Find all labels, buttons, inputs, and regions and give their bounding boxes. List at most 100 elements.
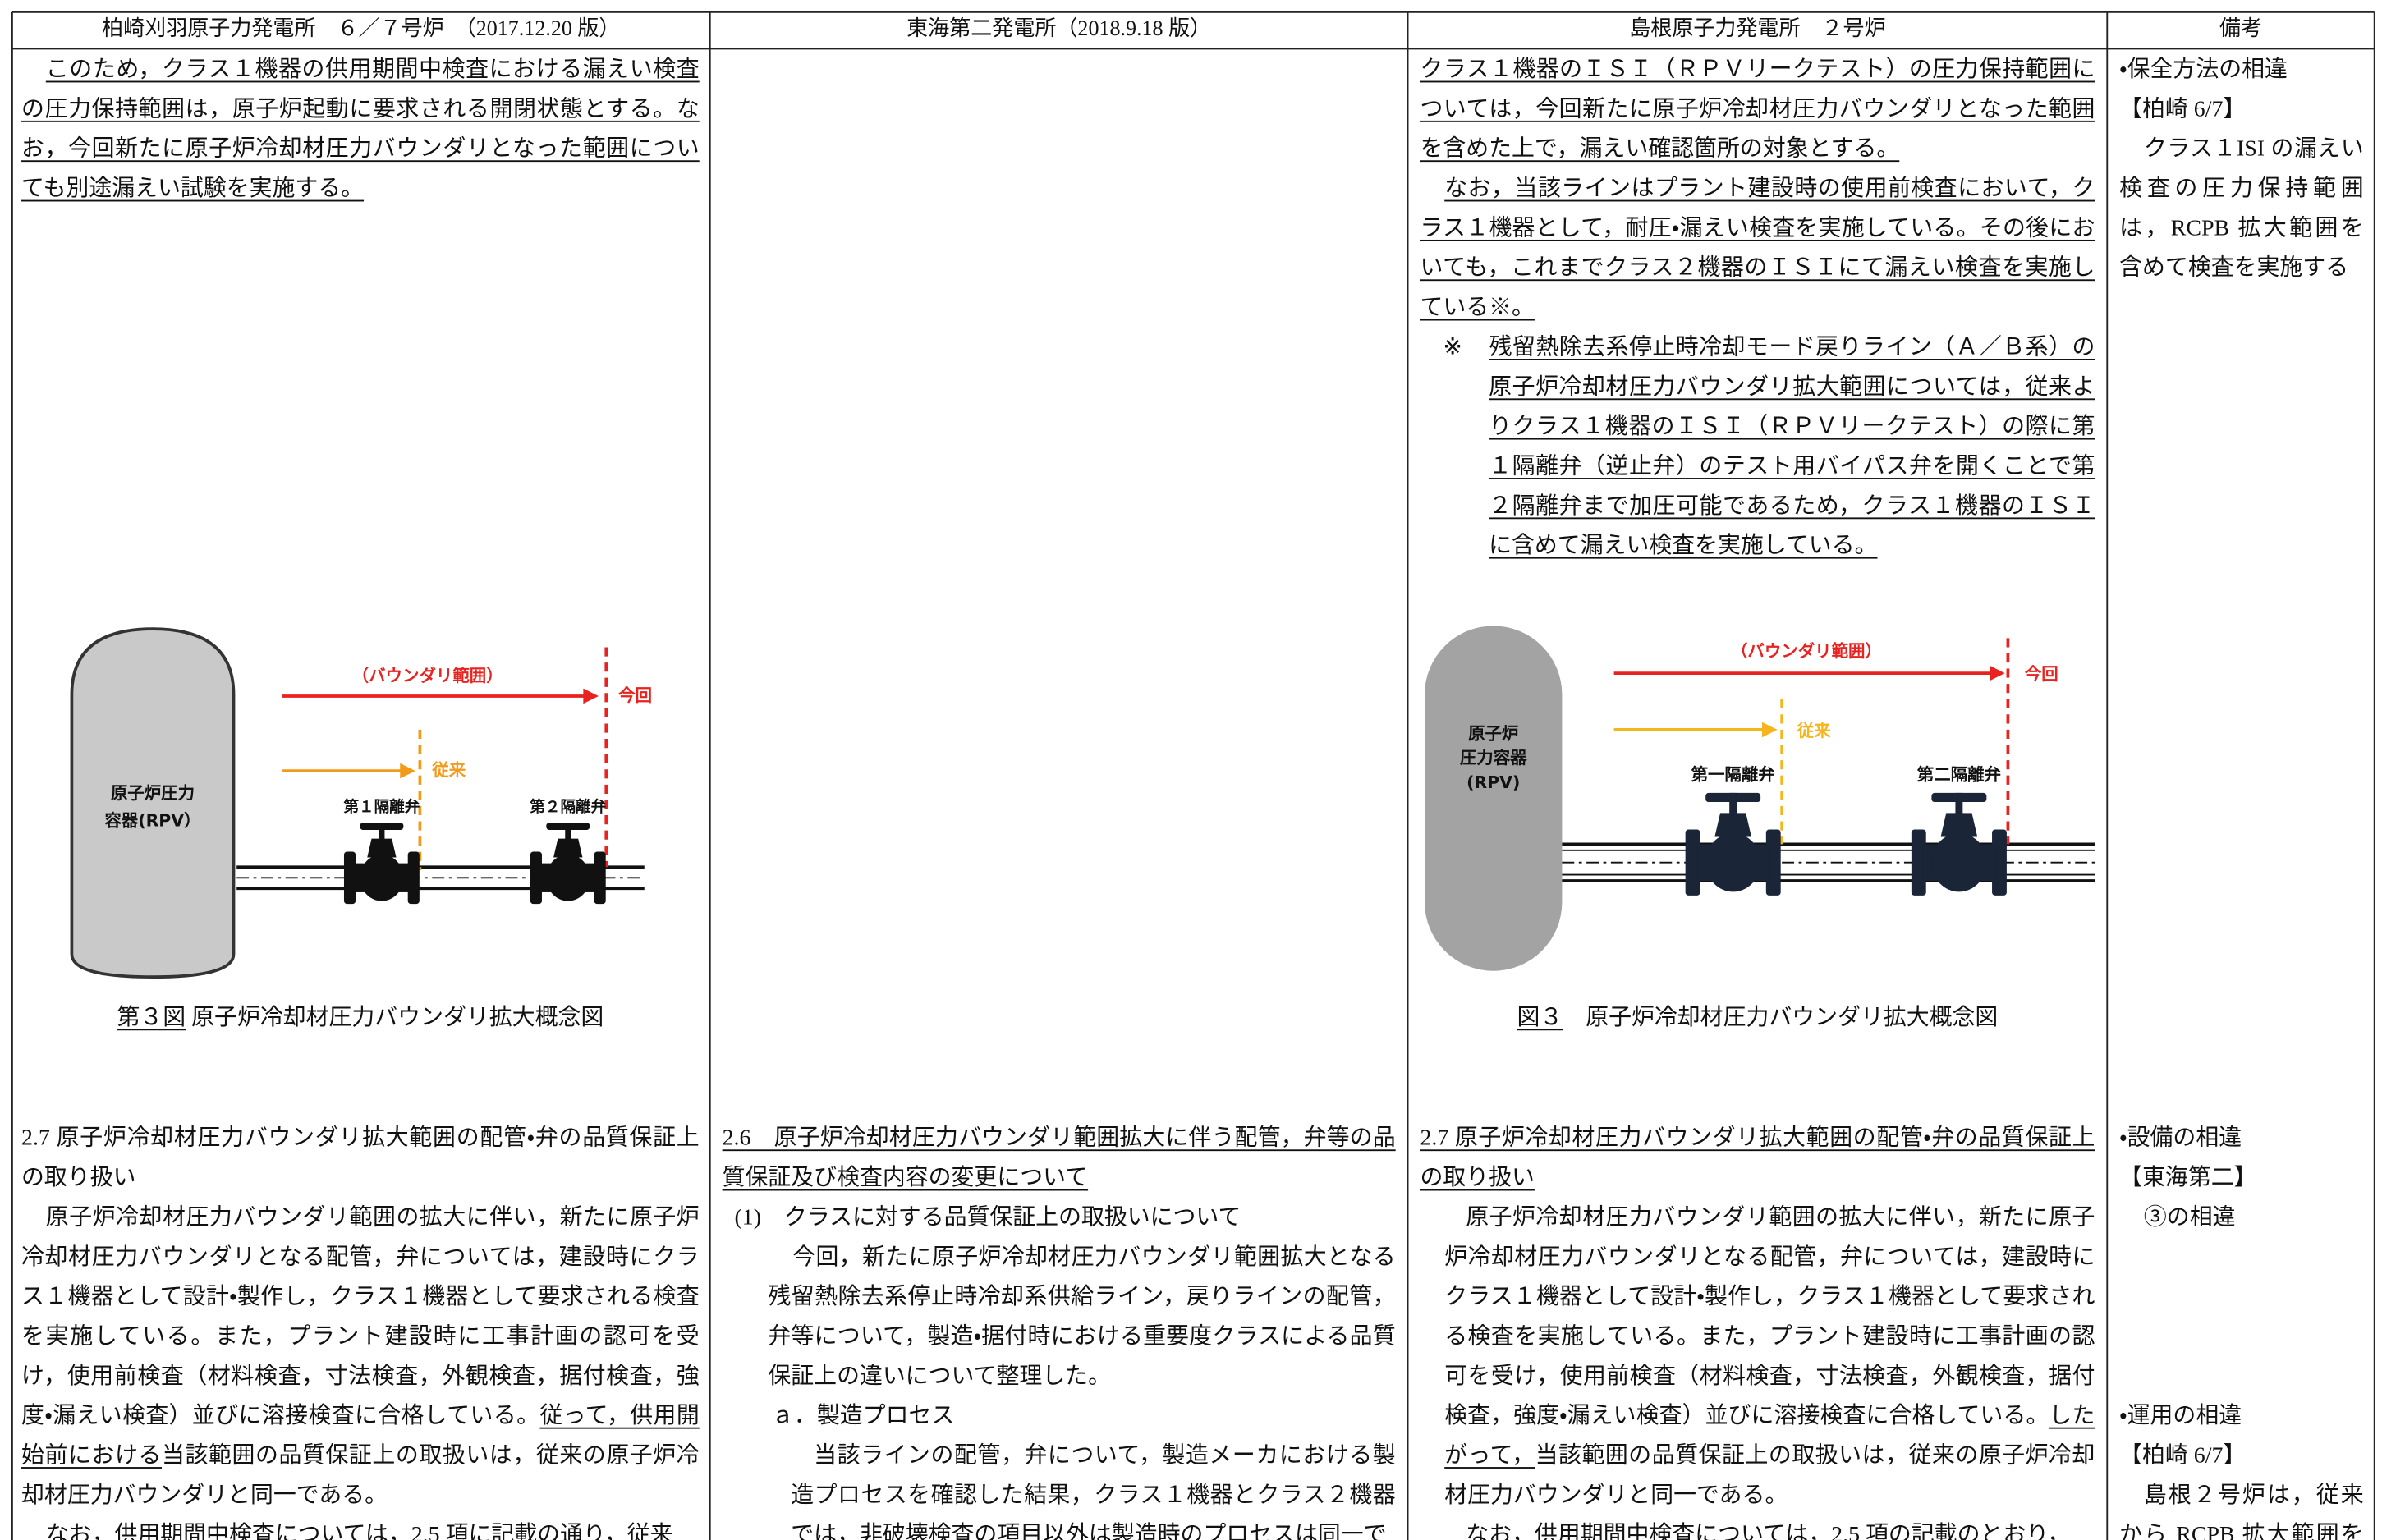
paragraph: 【柏崎 6/7】 [2119, 90, 2364, 130]
valve-bonnet [1940, 813, 1978, 837]
arrow-head [583, 688, 599, 704]
valve-bonnet [553, 838, 583, 858]
note-mark: ※ [1443, 336, 1462, 360]
underlined-text: したがって， [1444, 1404, 2095, 1469]
vessel-label: 容器(RPV） [104, 810, 200, 830]
cell-block: クラス１機器のＩＳＩ（ＲＰＶリークテスト）の圧力保持範囲については，今回新たに原… [1420, 50, 2095, 566]
text: 【柏崎 6/7】 [2119, 98, 2247, 122]
text: 原子炉冷却材圧力バウンダリ範囲の拡大に伴い，新たに原子炉冷却材圧力バウンダリとな… [21, 1206, 700, 1429]
paragraph: ・保全方法の相違 [2119, 50, 2364, 89]
vessel-label: 原子炉圧力 [111, 783, 195, 803]
text: 島根２号炉は，従来から RCPB 拡大範囲をクラ [2119, 1483, 2364, 1540]
paragraph: 2.6 原子炉冷却材圧力バウンダリ範囲拡大に伴う配管，弁等の品質保証及び検査内容… [723, 1119, 1396, 1199]
valve-label: 第二隔離弁 [1917, 765, 2001, 785]
underlined-text: 従って，供用開始前における [21, 1404, 700, 1469]
underlined-text: 2.6 原子炉冷却材圧力バウンダリ範囲拡大に伴う配管，弁等の品質保証及び検査内容… [722, 1126, 1396, 1191]
text: 原子炉冷却材圧力バウンダリ範囲の拡大に伴い，新たに原子炉冷却材圧力バウンダリとな… [1444, 1206, 2095, 1429]
cell-block: 2.6 原子炉冷却材圧力バウンダリ範囲拡大に伴う配管，弁等の品質保証及び検査内容… [723, 1119, 1396, 1540]
vessel-label: 原子炉 [1468, 723, 1518, 743]
paragraph: 当該ラインの配管，弁について，製造メーカにおける製造プロセスを確認した結果，クラ… [723, 1437, 1396, 1540]
text: ・運用の相違 [2119, 1404, 2242, 1429]
paragraph: クラス１機器のＩＳＩ（ＲＰＶリークテスト）の圧力保持範囲については，今回新たに原… [1420, 50, 2095, 169]
paragraph: 今回，新たに原子炉冷却材圧力バウンダリ範囲拡大となる残留熱除去系停止時冷却系供給… [723, 1238, 1396, 1396]
paragraph: 【柏崎 6/7】 [2119, 1437, 2364, 1476]
current-label: 今回 [618, 685, 652, 705]
text: 原子炉冷却材圧力バウンダリ拡大概念図 [1563, 1006, 1999, 1031]
text: ・保全方法の相違 [2119, 57, 2288, 83]
paragraph: 原子炉冷却材圧力バウンダリ範囲の拡大に伴い，新たに原子炉冷却材圧力バウンダリとな… [21, 1199, 700, 1516]
paragraph: ③の相違 [2119, 1199, 2364, 1238]
valve-label: 第２隔離弁 [530, 798, 606, 816]
text: 当該範囲の品質保証上の取扱いは，従来の原子炉冷却材圧力バウンダリと同一である。 [1444, 1444, 2095, 1509]
underlined-text: 通り [560, 1523, 604, 1540]
text: 【東海第二】 [2119, 1166, 2257, 1191]
valve-bonnet [367, 838, 397, 858]
paragraph: 【東海第二】 [2119, 1158, 2364, 1198]
text: 2.7 原子炉冷却材圧力バウンダリ拡大範囲の配管・弁の品質保証上の取り扱い [21, 1126, 700, 1191]
previous-label: 従来 [1797, 721, 1831, 740]
valve-body [1931, 832, 1987, 892]
paragraph: 2.7 原子炉冷却材圧力バウンダリ拡大範囲の配管・弁の品質保証上の取り扱い [21, 1119, 700, 1199]
paragraph: 島根２号炉は，従来から RCPB 拡大範囲をクラ [2119, 1476, 2364, 1540]
valve-handwheel [546, 823, 590, 830]
underlined-text: 第３図 [117, 1006, 186, 1031]
arrow-head [400, 763, 415, 779]
figure-caption: 第３図 原子炉冷却材圧力バウンダリ拡大概念図 [117, 1003, 604, 1034]
valve-stem [1729, 792, 1737, 815]
column-header: 島根原子力発電所 ２号炉 [1629, 18, 1886, 42]
cell-block: 2.7 原子炉冷却材圧力バウンダリ拡大範囲の配管・弁の品質保証上の取り扱い原子炉… [21, 1119, 700, 1540]
valve-stem [1955, 792, 1963, 815]
paragraph: 2.7 原子炉冷却材圧力バウンダリ拡大範囲の配管・弁の品質保証上の取り扱い [1420, 1119, 2095, 1199]
underlined-text: なお，当該ラインはプラント建設時の使用前検査において，クラス１機器として，耐圧・… [1420, 176, 2095, 321]
paragraph: 原子炉冷却材圧力バウンダリ範囲の拡大に伴い，新たに原子炉冷却材圧力バウンダリとな… [1420, 1199, 2095, 1516]
cell-block: ・運用の相違【柏崎 6/7】島根２号炉は，従来から RCPB 拡大範囲をクラ [2119, 1397, 2364, 1540]
underlined-text: このため，クラス１機器の供用期間中検査における漏えい検査の圧力保持範囲は，原子炉… [21, 57, 700, 202]
cell-block: ・保全方法の相違 【柏崎 6/7】クラス１ISI の漏えい検査の圧力保持範囲は，R… [2119, 50, 2364, 288]
text: ，従来 [604, 1523, 673, 1540]
figure-caption: 図３ 原子炉冷却材圧力バウンダリ拡大概念図 [1517, 1003, 1998, 1034]
underlined-text: 2.7 原子炉冷却材圧力バウンダリ拡大範囲の配管・弁の品質保証上の取り扱い [1420, 1126, 2095, 1191]
paragraph: ※ 残留熱除去系停止時冷却モード戻りライン（Ａ／Ｂ系）の原子炉冷却材圧力バウンダリ… [1420, 328, 2095, 566]
paragraph: なお，供用期間中検査については，2.5 項に記載の通り，従来 [21, 1516, 700, 1540]
text: 【柏崎 6/7】 [2119, 1444, 2247, 1469]
paragraph: なお，供用期間中検査については，2.5 項の記載のとおり， [1420, 1516, 2095, 1540]
column-header: 柏崎刈羽原子力発電所 ６／７号炉 （2017.12.20 版） [102, 18, 621, 42]
paragraph: (1) クラスに対する品質保証上の取扱いについて [723, 1199, 1396, 1238]
cell-block: 2.7 原子炉冷却材圧力バウンダリ拡大範囲の配管・弁の品質保証上の取り扱い原子炉… [1420, 1119, 2095, 1540]
text: 今回，新たに原子炉冷却材圧力バウンダリ範囲拡大となる残留熱除去系停止時冷却系供給… [768, 1245, 1396, 1390]
cell-block: このため，クラス１機器の供用期間中検査における漏えい検査の圧力保持範囲は，原子炉… [21, 50, 700, 209]
text: 当該ラインの配管，弁について，製造メーカにおける製造プロセスを確認した結果，クラ… [791, 1444, 1396, 1540]
paragraph: このため，クラス１機器の供用期間中検査における漏えい検査の圧力保持範囲は，原子炉… [21, 50, 700, 209]
valve-stem [379, 823, 385, 841]
text: ③の相違 [2143, 1206, 2236, 1231]
text: (1) クラスに対する品質保証上の取扱いについて [734, 1206, 1241, 1231]
underlined-text: クラス１機器のＩＳＩ（ＲＰＶリークテスト）の圧力保持範囲については，今回新たに原… [1420, 57, 2095, 163]
reactor-vessel [1425, 626, 1563, 971]
paragraph: クラス１ISI の漏えい検査の圧力保持範囲は，RCPB 拡大範囲を含めて検査を実… [2119, 130, 2364, 288]
current-label: 今回 [2025, 664, 2058, 684]
previous-label: 従来 [431, 760, 466, 780]
vessel-label: 圧力容器 [1460, 748, 1527, 768]
paragraph: なお，当該ラインはプラント建設時の使用前検査において，クラス１機器として，耐圧・… [1420, 169, 2095, 328]
text: ， [2047, 1523, 2071, 1540]
column-header: 東海第二発電所（2018.9.18 版） [906, 18, 1212, 42]
text: 当該範囲の品質保証上の取扱いは，従来の原子炉冷却材圧力バウンダリと同一である。 [21, 1444, 700, 1509]
paragraph: ・運用の相違 [2119, 1397, 2364, 1437]
text: クラス１ISI の漏えい検査の圧力保持範囲は，RCPB 拡大範囲を含めて検査を実… [2119, 137, 2364, 282]
text: なお，供用期間中検査については，2.5 項に記載の [45, 1523, 561, 1540]
text: ａ．製造プロセス [771, 1404, 955, 1429]
column-header: 備考 [2219, 18, 2263, 42]
vessel-label: (RPV) [1466, 772, 1520, 792]
valve-handwheel [1705, 792, 1761, 803]
valve-handwheel [360, 823, 404, 830]
valve-body [546, 855, 590, 901]
arrow-head [1761, 722, 1778, 738]
valve-stem [565, 823, 571, 841]
reactor-vessel [70, 627, 236, 979]
paragraph: ・設備の相違 [2119, 1119, 2364, 1158]
valve-body [1705, 832, 1761, 892]
valve-body [360, 855, 404, 901]
cell-block: ・設備の相違【東海第二】 ③の相違 [2119, 1119, 2364, 1238]
